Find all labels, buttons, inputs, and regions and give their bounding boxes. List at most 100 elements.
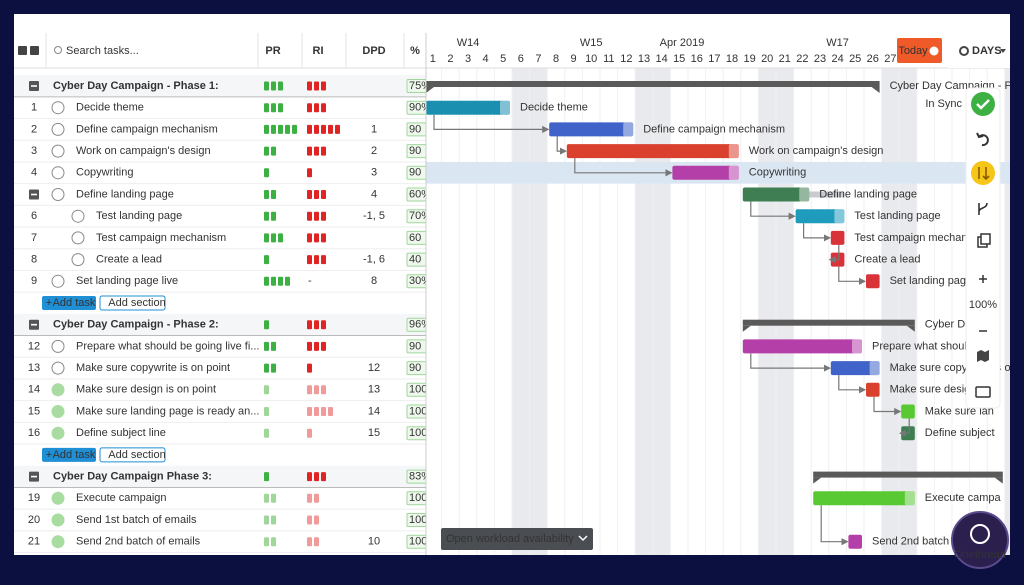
- task-name[interactable]: Test campaign mechanism: [96, 232, 226, 244]
- row-number: 15: [28, 405, 40, 417]
- ri-indicator: [314, 103, 319, 113]
- task-bar[interactable]: [672, 165, 739, 180]
- task-bar[interactable]: [830, 361, 880, 376]
- status-check[interactable]: [51, 383, 65, 397]
- task-name[interactable]: Define campaign mechanism: [76, 123, 218, 135]
- status-check[interactable]: [51, 535, 65, 549]
- task-name[interactable]: Work on campaign's design: [76, 145, 211, 157]
- status-check[interactable]: [51, 166, 65, 180]
- task-name[interactable]: Define landing page: [76, 188, 174, 200]
- task-name[interactable]: Prepare what should be going live fi...: [76, 340, 259, 352]
- status-check[interactable]: [71, 231, 85, 245]
- section-name[interactable]: Cyber Day Campaign - Phase 2:: [53, 319, 219, 331]
- task-bar[interactable]: [795, 209, 845, 224]
- column-header[interactable]: RI: [313, 45, 324, 57]
- task-name[interactable]: Create a lead: [96, 254, 162, 266]
- status-check[interactable]: [51, 144, 65, 158]
- dependency-arrow: [750, 353, 831, 372]
- workload-button[interactable]: [441, 528, 593, 550]
- row-number: 4: [31, 167, 37, 179]
- undo-icon[interactable]: [976, 132, 989, 147]
- day-label: 2: [447, 53, 453, 65]
- task-name[interactable]: Make sure copywrite is on point: [76, 362, 230, 374]
- section-name[interactable]: Cyber Day Campaign Phase 3:: [53, 471, 212, 483]
- add-task-button[interactable]: [42, 447, 96, 462]
- bar-label: Set landing page li: [890, 275, 981, 287]
- day-label: 9: [571, 53, 577, 65]
- task-name[interactable]: Execute campaign: [76, 492, 167, 504]
- status-check[interactable]: [51, 122, 65, 136]
- header-bar: [14, 33, 1010, 68]
- keyboard-icon[interactable]: [975, 386, 991, 398]
- collapse-all[interactable]: [30, 46, 39, 55]
- scale-selector[interactable]: DAYS: [972, 45, 1002, 57]
- task-name[interactable]: Make sure design is on point: [76, 384, 216, 396]
- task-name[interactable]: Set landing page live: [76, 275, 178, 287]
- row-number: 7: [31, 232, 37, 244]
- task-name[interactable]: Send 1st batch of emails: [76, 514, 197, 526]
- status-check[interactable]: [51, 361, 65, 375]
- ri-indicator: [314, 81, 319, 91]
- sync-button[interactable]: [971, 92, 995, 116]
- pr-indicator: [271, 124, 276, 134]
- task-name[interactable]: Decide theme: [76, 102, 144, 114]
- pct-value: 70%: [409, 210, 431, 222]
- status-check[interactable]: [51, 274, 65, 288]
- task-bar[interactable]: [848, 534, 862, 549]
- add-section-button[interactable]: [99, 295, 166, 311]
- status-check[interactable]: [51, 405, 65, 418]
- day-label: 16: [691, 53, 703, 65]
- column-header[interactable]: %: [410, 45, 420, 57]
- task-bar[interactable]: [566, 144, 739, 159]
- pct-value: 30%: [409, 275, 431, 287]
- task-bar[interactable]: [866, 382, 880, 397]
- pr-indicator: [264, 276, 269, 286]
- task-table: Cyber Day Campaign - Phase 1: 75% 1 Decide …: [14, 75, 431, 554]
- column-header[interactable]: PR: [265, 45, 280, 57]
- task-name[interactable]: Copywriting: [76, 167, 133, 179]
- status-check[interactable]: [51, 101, 65, 115]
- task-bar[interactable]: [866, 274, 880, 289]
- task-bar[interactable]: [830, 230, 845, 245]
- task-name[interactable]: Define subject line: [76, 427, 166, 439]
- status-check[interactable]: [71, 209, 85, 223]
- task-name[interactable]: Send 2nd batch of emails: [76, 536, 201, 548]
- pr-indicator: [264, 363, 269, 373]
- sort-button[interactable]: [971, 161, 995, 185]
- task-name[interactable]: Make sure landing page is ready an...: [76, 405, 259, 417]
- ri-indicator: [307, 124, 312, 134]
- status-check[interactable]: [51, 513, 65, 527]
- task-bar[interactable]: [901, 404, 915, 419]
- task-bar[interactable]: [813, 491, 915, 506]
- section-name[interactable]: Cyber Day Campaign - Phase 1:: [53, 80, 219, 92]
- task-bar[interactable]: [742, 339, 862, 354]
- dpd-value: -1, 5: [363, 210, 385, 222]
- zoom-in[interactable]: [979, 275, 987, 283]
- today-button[interactable]: [897, 38, 942, 63]
- column-header[interactable]: DPD: [362, 45, 385, 57]
- pct-value: 90: [409, 362, 421, 374]
- day-label: 18: [726, 53, 738, 65]
- status-check[interactable]: [51, 188, 65, 201]
- brand-name: Onethread: [954, 549, 1006, 561]
- ri-indicator: [307, 211, 312, 221]
- add-task-button[interactable]: [42, 296, 96, 310]
- status-check[interactable]: [51, 426, 65, 440]
- task-bar[interactable]: [426, 100, 510, 115]
- search-input[interactable]: Search tasks...: [66, 45, 139, 57]
- map-icon[interactable]: [977, 350, 989, 362]
- status-check[interactable]: [51, 491, 65, 505]
- pr-indicator: [271, 363, 276, 373]
- day-label: 6: [518, 53, 524, 65]
- task-bar[interactable]: [742, 187, 810, 202]
- task-bar[interactable]: [549, 122, 634, 137]
- dependency-arrow: [802, 223, 831, 242]
- branch-icon[interactable]: [978, 202, 988, 215]
- add-section-button[interactable]: [99, 447, 166, 463]
- pr-indicator: [271, 493, 276, 503]
- dependency-arrow: [838, 266, 867, 285]
- status-check[interactable]: [51, 339, 65, 353]
- expand-all[interactable]: [18, 46, 27, 55]
- task-name[interactable]: Test landing page: [96, 210, 182, 222]
- status-check[interactable]: [71, 253, 85, 267]
